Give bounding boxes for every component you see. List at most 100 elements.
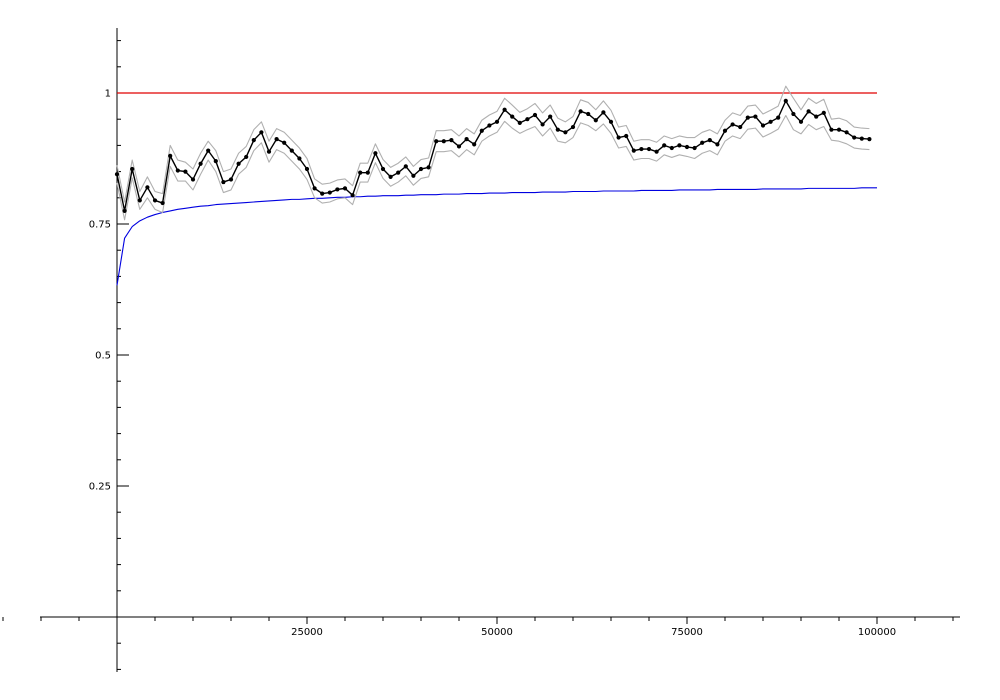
- series-markers: [114, 98, 872, 213]
- data-point: [601, 110, 606, 115]
- data-point: [578, 109, 583, 114]
- data-point: [373, 151, 378, 156]
- data-point: [130, 166, 135, 172]
- series-lines: [116, 85, 877, 286]
- data-point: [540, 122, 545, 127]
- data-point: [236, 161, 241, 166]
- data-point: [418, 166, 424, 172]
- data-point: [312, 186, 317, 191]
- data-point: [798, 119, 804, 124]
- data-point: [707, 138, 712, 143]
- data-point: [244, 154, 249, 160]
- data-point: [198, 161, 203, 166]
- data-point: [350, 193, 355, 198]
- asymptotic-curve-line: [116, 187, 877, 286]
- data-point: [456, 144, 462, 149]
- data-point: [221, 179, 226, 185]
- data-point: [677, 143, 682, 148]
- y-tick-label: 1: [105, 89, 111, 100]
- data-point: [662, 143, 667, 148]
- lower-band-line: [116, 114, 870, 221]
- data-point: [783, 98, 788, 103]
- data-point: [654, 149, 659, 154]
- y-tick-label: 0.5: [95, 351, 111, 362]
- data-point: [791, 111, 796, 117]
- data-point: [760, 123, 766, 128]
- tick-labels: 25000 50000 75000 100000 0.25 0.5 0.75 1: [89, 89, 896, 639]
- x-tick-label: 75000: [671, 627, 703, 638]
- data-point: [525, 117, 530, 122]
- data-point: [168, 153, 173, 158]
- data-point: [852, 135, 857, 140]
- estimate-line: [116, 100, 870, 212]
- data-point: [206, 148, 211, 153]
- data-point: [449, 138, 454, 143]
- data-point: [137, 198, 142, 203]
- data-point: [388, 174, 393, 179]
- data-point: [776, 115, 781, 120]
- data-point: [464, 137, 469, 142]
- data-point: [145, 185, 150, 190]
- data-point: [426, 165, 431, 170]
- data-point: [114, 172, 120, 177]
- data-point: [213, 159, 218, 164]
- data-point: [730, 122, 735, 127]
- y-tick-label: 0.75: [89, 220, 111, 231]
- data-point: [297, 156, 302, 161]
- data-point: [745, 115, 750, 120]
- data-point: [821, 110, 826, 116]
- data-point: [859, 136, 864, 141]
- data-point: [304, 166, 310, 172]
- data-point: [327, 190, 332, 195]
- data-point: [259, 130, 264, 135]
- upper-band-line: [116, 85, 870, 203]
- data-point: [639, 146, 644, 152]
- data-point: [183, 169, 188, 174]
- data-point: [487, 123, 492, 128]
- data-point: [274, 137, 279, 142]
- data-point: [616, 135, 621, 140]
- data-point: [122, 208, 127, 213]
- data-point: [829, 127, 834, 132]
- data-point: [684, 144, 690, 150]
- y-tick-label: 0.25: [89, 482, 111, 493]
- data-point: [335, 187, 340, 192]
- data-point: [152, 198, 158, 203]
- x-tick-label: 50000: [481, 627, 513, 638]
- x-tick-label: 25000: [291, 627, 323, 638]
- data-point: [403, 164, 408, 169]
- data-point: [441, 139, 446, 144]
- data-point: [563, 130, 568, 135]
- data-point: [251, 138, 256, 143]
- data-point: [266, 149, 272, 154]
- data-point: [753, 114, 758, 119]
- data-point: [532, 112, 538, 118]
- data-point: [510, 114, 515, 119]
- data-point: [646, 146, 652, 152]
- data-point: [494, 119, 500, 124]
- data-point: [692, 145, 697, 151]
- data-point: [479, 128, 484, 133]
- data-point: [548, 114, 553, 119]
- data-point: [844, 130, 849, 135]
- data-point: [867, 137, 872, 142]
- data-point: [282, 140, 287, 145]
- data-point: [517, 120, 522, 125]
- data-point: [715, 142, 720, 147]
- axes: [2, 28, 960, 672]
- data-point: [502, 107, 507, 112]
- data-point: [722, 128, 728, 133]
- data-point: [411, 173, 416, 178]
- data-point: [190, 177, 196, 182]
- data-point: [320, 191, 325, 196]
- data-point: [593, 118, 598, 123]
- data-point: [700, 140, 705, 145]
- data-point: [806, 109, 811, 114]
- data-point: [570, 124, 576, 130]
- data-point: [608, 119, 614, 124]
- data-point: [342, 186, 348, 191]
- data-point: [365, 170, 370, 175]
- x-tick-label: 100000: [858, 627, 896, 638]
- data-point: [814, 114, 819, 119]
